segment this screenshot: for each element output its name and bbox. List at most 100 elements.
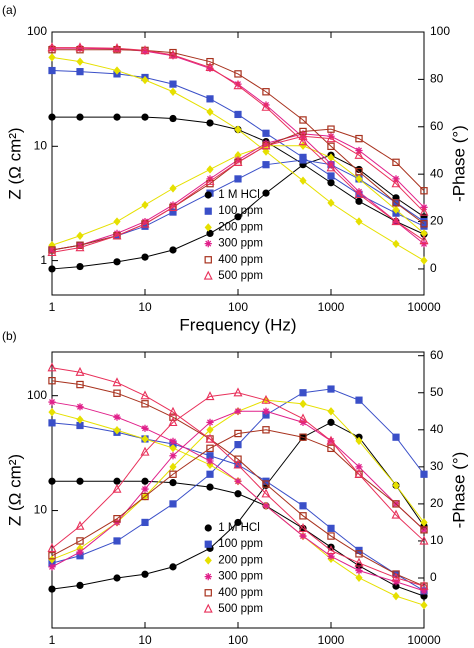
marker: [76, 231, 84, 240]
marker: [392, 205, 400, 214]
marker: [326, 162, 336, 172]
marker: [141, 485, 149, 493]
marker: [420, 526, 428, 534]
marker: [76, 403, 84, 411]
marker: [141, 518, 149, 527]
marker: [140, 45, 150, 55]
x-tick-label: 1: [49, 633, 56, 647]
legend-marker: [204, 207, 212, 215]
marker: [299, 418, 307, 426]
marker: [262, 88, 270, 96]
y2-axis-label: -Phase (°): [449, 452, 468, 529]
marker: [206, 452, 214, 460]
y2-tick-label: 0: [430, 261, 437, 275]
marker: [419, 235, 429, 245]
marker: [169, 479, 177, 487]
marker: [169, 470, 177, 478]
marker: [262, 189, 270, 197]
legend-marker: [204, 556, 212, 565]
marker: [326, 545, 336, 555]
marker: [141, 222, 149, 230]
marker: [113, 258, 121, 266]
marker: [299, 156, 307, 164]
marker: [168, 417, 178, 427]
x-tick-label: 10: [138, 300, 152, 314]
marker: [299, 127, 307, 136]
marker: [169, 201, 177, 209]
marker: [169, 563, 177, 571]
marker: [48, 555, 56, 564]
marker: [113, 537, 121, 545]
marker: [206, 119, 214, 127]
y2-tick-label: 60: [430, 348, 444, 362]
legend-label: 100 ppm: [218, 205, 263, 217]
marker: [169, 184, 177, 193]
marker: [420, 601, 428, 610]
legend-marker: [203, 270, 213, 280]
marker: [355, 567, 363, 575]
marker: [354, 188, 364, 198]
impedance-fit-line: [51, 367, 425, 587]
marker: [141, 400, 149, 408]
marker: [392, 578, 400, 586]
marker: [141, 47, 149, 55]
marker: [419, 580, 429, 590]
marker: [355, 436, 363, 446]
marker: [76, 477, 84, 485]
marker: [299, 502, 307, 510]
legend-marker: [204, 240, 212, 248]
marker: [355, 174, 363, 184]
marker: [76, 113, 84, 121]
marker: [234, 490, 242, 498]
y-tick-label: 100: [27, 388, 47, 402]
y2-tick-label: 60: [430, 119, 444, 133]
legend-label: 300 ppm: [218, 238, 263, 250]
marker: [327, 418, 335, 426]
legend-label: 100 ppm: [218, 538, 263, 550]
marker: [234, 429, 242, 438]
marker: [206, 107, 214, 117]
marker: [327, 142, 335, 150]
marker: [234, 407, 242, 415]
marker: [76, 241, 84, 249]
marker: [169, 114, 177, 123]
marker: [76, 44, 84, 52]
impedance-fit-line: [51, 380, 425, 587]
legend-marker: [204, 524, 212, 532]
legend-marker: [204, 191, 212, 199]
marker: [392, 591, 400, 601]
marker: [206, 444, 214, 453]
marker: [355, 165, 363, 174]
marker: [299, 389, 307, 397]
y2-tick-label: 20: [430, 214, 444, 228]
marker: [234, 441, 242, 449]
marker: [168, 202, 178, 211]
legend-marker: [204, 223, 212, 232]
marker: [420, 220, 428, 228]
marker: [420, 587, 428, 595]
marker: [299, 130, 307, 138]
marker: [262, 161, 270, 169]
y-tick-label: 10: [34, 138, 48, 152]
marker: [48, 66, 56, 75]
marker: [169, 413, 177, 421]
marker: [299, 176, 307, 185]
marker: [169, 48, 177, 57]
legend-label: 500 ppm: [218, 270, 263, 282]
marker: [47, 42, 57, 52]
impedance-fit-line: [52, 47, 425, 241]
marker: [48, 53, 56, 62]
legend-marker: [204, 256, 212, 264]
marker: [75, 520, 85, 530]
marker: [392, 158, 400, 167]
impedance-fit-line: [51, 70, 425, 227]
marker: [140, 218, 150, 228]
marker: [48, 552, 56, 560]
marker: [327, 153, 335, 162]
marker: [355, 396, 363, 404]
marker: [420, 229, 428, 238]
marker: [355, 188, 363, 196]
marker: [169, 500, 177, 508]
marker: [206, 165, 214, 174]
